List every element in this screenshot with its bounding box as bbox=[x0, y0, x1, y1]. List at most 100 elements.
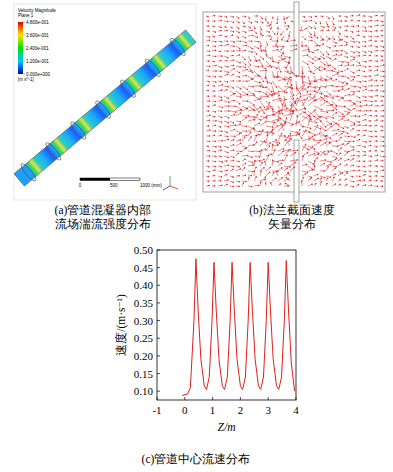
vector bbox=[326, 152, 329, 156]
vector bbox=[290, 162, 295, 166]
vector-head bbox=[246, 147, 247, 148]
vector bbox=[338, 164, 340, 166]
vector-head bbox=[244, 167, 245, 168]
vector-head bbox=[226, 36, 227, 37]
vector bbox=[290, 86, 294, 95]
vector bbox=[224, 161, 227, 162]
vector-head bbox=[353, 26, 354, 27]
vector-head bbox=[324, 95, 325, 96]
vector bbox=[218, 106, 222, 108]
vector-head bbox=[220, 60, 221, 61]
vector bbox=[302, 45, 306, 46]
vector bbox=[314, 161, 316, 166]
vector bbox=[320, 56, 324, 58]
vector bbox=[242, 118, 246, 121]
vector bbox=[212, 101, 215, 102]
vector bbox=[368, 55, 370, 57]
vector bbox=[218, 140, 222, 141]
vector bbox=[338, 86, 343, 88]
vector-head bbox=[214, 15, 215, 16]
vector-head bbox=[365, 61, 366, 62]
vector-head bbox=[365, 97, 366, 98]
vector-head bbox=[376, 166, 377, 167]
vector bbox=[248, 79, 253, 81]
vector-head bbox=[370, 125, 371, 126]
scale-bar bbox=[80, 178, 140, 181]
vector-head bbox=[353, 155, 354, 156]
vector bbox=[286, 140, 290, 146]
vector-head bbox=[320, 87, 321, 88]
vector-head bbox=[254, 95, 255, 96]
vector-head bbox=[285, 105, 286, 106]
vector-head bbox=[346, 16, 347, 17]
vector bbox=[230, 125, 235, 127]
vector-head bbox=[308, 49, 309, 50]
vector-head bbox=[341, 45, 342, 46]
vector bbox=[272, 16, 274, 18]
vector-head bbox=[233, 46, 234, 47]
vector-head bbox=[331, 78, 332, 79]
vector bbox=[248, 128, 254, 131]
vector bbox=[206, 161, 209, 162]
vector bbox=[362, 55, 365, 57]
vector bbox=[224, 136, 228, 137]
vector-head bbox=[330, 58, 331, 59]
vector-head bbox=[305, 108, 306, 109]
vector-head bbox=[239, 50, 240, 51]
vector bbox=[374, 101, 376, 102]
vector-head bbox=[330, 138, 331, 139]
vector bbox=[326, 26, 329, 28]
vector bbox=[248, 116, 254, 117]
vector-head bbox=[227, 81, 228, 82]
vector-head bbox=[312, 169, 313, 170]
vector bbox=[212, 156, 216, 157]
vector bbox=[350, 129, 353, 131]
vector bbox=[350, 159, 353, 161]
vector-head bbox=[354, 41, 355, 42]
vector-head bbox=[302, 73, 303, 74]
vector-head bbox=[221, 156, 222, 157]
vector bbox=[308, 154, 314, 156]
vector-head bbox=[309, 116, 310, 117]
vector-head bbox=[239, 54, 240, 55]
vector bbox=[380, 25, 383, 27]
triad bbox=[170, 176, 171, 186]
vector-head bbox=[215, 131, 216, 132]
vector bbox=[254, 75, 259, 76]
vector-head bbox=[252, 151, 253, 152]
vector bbox=[290, 111, 293, 121]
vector bbox=[380, 91, 384, 92]
vector-head bbox=[256, 135, 257, 136]
vector-head bbox=[293, 110, 294, 111]
vector bbox=[248, 120, 254, 121]
vector bbox=[218, 66, 222, 68]
vector bbox=[356, 20, 359, 21]
vector bbox=[338, 96, 343, 98]
vector bbox=[236, 124, 240, 126]
vector bbox=[308, 96, 316, 100]
vector-head bbox=[258, 48, 259, 49]
vector-head bbox=[251, 41, 252, 42]
vector-head bbox=[366, 105, 367, 106]
vector bbox=[290, 40, 295, 42]
vector-head bbox=[235, 125, 236, 126]
vector bbox=[254, 106, 259, 112]
vector-head bbox=[335, 27, 336, 28]
vector bbox=[314, 111, 319, 117]
vector-head bbox=[253, 109, 254, 110]
vector bbox=[248, 35, 253, 37]
vector bbox=[278, 91, 287, 93]
vector-head bbox=[289, 149, 290, 150]
vector-head bbox=[288, 150, 289, 151]
flange bbox=[168, 37, 187, 58]
vector bbox=[284, 150, 290, 151]
vector-head bbox=[215, 120, 216, 121]
vector bbox=[254, 21, 257, 22]
vector bbox=[368, 85, 372, 86]
vector-head bbox=[251, 175, 252, 176]
vector bbox=[287, 36, 290, 41]
vector-head bbox=[348, 88, 349, 89]
vector-head bbox=[233, 74, 234, 75]
vector bbox=[236, 61, 240, 63]
vector-head bbox=[325, 130, 326, 131]
